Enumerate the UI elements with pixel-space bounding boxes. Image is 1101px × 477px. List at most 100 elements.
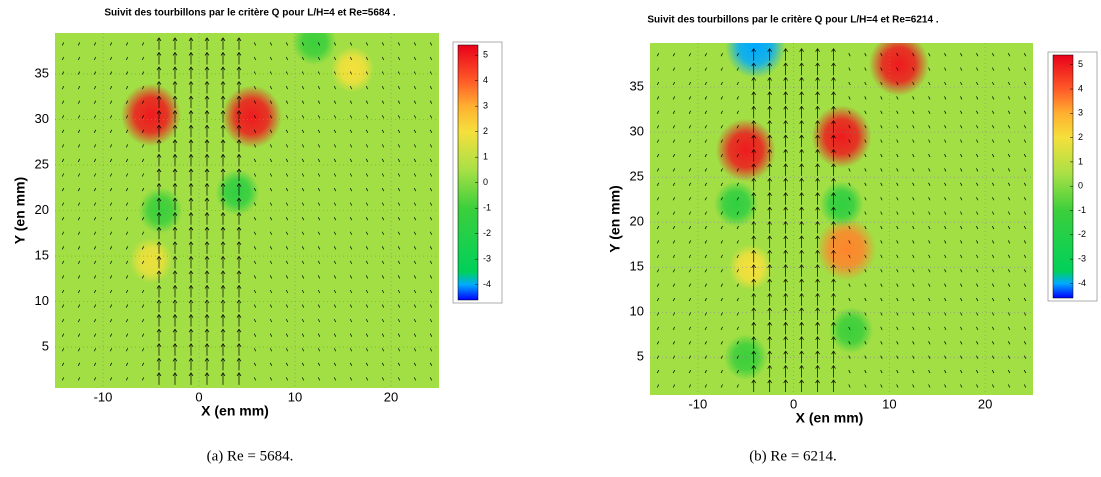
vector [365, 333, 369, 337]
vector [1023, 125, 1027, 129]
vector-head [815, 91, 820, 96]
vector [365, 377, 369, 381]
vector [365, 56, 369, 61]
vector-head [783, 91, 788, 96]
vector [672, 211, 676, 215]
vector [61, 85, 65, 90]
vector-head [767, 91, 772, 96]
y-tick-label: 15 [35, 247, 49, 262]
vector [61, 144, 65, 148]
vector [976, 355, 979, 359]
vector-head [831, 364, 836, 369]
vector [269, 275, 273, 279]
vortex [725, 43, 786, 79]
vector [301, 144, 305, 148]
vector [269, 42, 273, 46]
vector [285, 100, 289, 104]
vector-head [815, 235, 820, 240]
vector [960, 67, 963, 71]
vector [672, 297, 676, 302]
vector [896, 96, 899, 100]
vector [976, 225, 979, 230]
vector [928, 67, 931, 71]
vector [848, 125, 851, 129]
vector [253, 275, 257, 279]
vector [109, 246, 113, 250]
vector [704, 254, 707, 259]
vector [912, 312, 915, 316]
vector-head [799, 134, 804, 139]
vector [1023, 96, 1027, 100]
field [61, 33, 433, 385]
vector-head [172, 139, 178, 144]
vector [365, 85, 369, 90]
vector-head [767, 264, 772, 268]
vector-head [751, 321, 757, 326]
vector-head [831, 379, 836, 384]
vector [317, 377, 321, 381]
vector [672, 110, 676, 114]
vector [688, 326, 691, 331]
vector-head [236, 153, 242, 158]
vector [269, 333, 273, 337]
colorbar-tick-label: 2 [483, 126, 488, 136]
vector [848, 67, 851, 71]
vector [976, 182, 979, 186]
vector [317, 318, 321, 323]
vector-head [236, 255, 242, 260]
vector [992, 125, 995, 129]
vector [301, 362, 305, 366]
vector [736, 355, 739, 359]
vector [1023, 81, 1027, 86]
vector [61, 377, 65, 381]
y-tick-label: 10 [630, 304, 644, 319]
vector [992, 369, 995, 374]
vector [285, 115, 289, 119]
vector [317, 246, 321, 250]
vector-head [767, 235, 772, 240]
vector [285, 377, 289, 381]
vector-head [783, 278, 788, 283]
vector-head [815, 192, 820, 196]
chart-title: Suivit des tourbillons par le critère Q … [104, 8, 395, 19]
vector-head [783, 177, 788, 182]
vector [269, 129, 273, 133]
vector [928, 297, 931, 302]
vector [880, 110, 883, 114]
vector [896, 182, 899, 186]
vector [349, 304, 353, 308]
vector [704, 326, 707, 331]
vector [864, 182, 867, 186]
vector [688, 197, 691, 201]
vector [141, 348, 145, 352]
vector [1007, 153, 1011, 158]
vector-head [156, 153, 162, 158]
vector-head [156, 372, 162, 377]
vector [349, 115, 353, 119]
vector-head [751, 206, 757, 211]
colorbar-tick-label: 1 [483, 152, 488, 162]
vector [1007, 297, 1011, 302]
vortex [714, 181, 759, 228]
vector [912, 168, 915, 172]
vector [736, 67, 739, 71]
vector-head [220, 314, 226, 318]
vector [896, 153, 899, 158]
vector [960, 139, 963, 143]
vector [864, 355, 867, 359]
vector [928, 225, 931, 230]
vector [93, 42, 97, 46]
vector [656, 355, 660, 359]
vector [141, 129, 145, 133]
vector [429, 173, 433, 177]
vector [992, 182, 995, 186]
vector [960, 53, 963, 57]
vector [944, 341, 947, 345]
vector [77, 42, 81, 46]
vector-head [236, 51, 242, 56]
vector-head [799, 235, 804, 240]
vector [848, 211, 851, 215]
vector-head [831, 220, 836, 225]
vector [285, 348, 289, 352]
vector [688, 125, 691, 129]
